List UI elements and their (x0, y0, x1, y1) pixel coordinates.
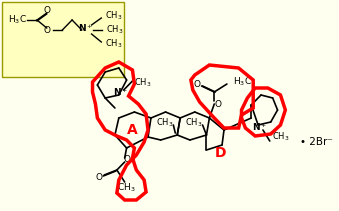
Text: CH$_3$: CH$_3$ (134, 77, 152, 89)
Text: N$^+$: N$^+$ (113, 86, 128, 98)
Text: O: O (96, 173, 103, 181)
Text: N$^+$: N$^+$ (252, 121, 268, 133)
Text: D: D (214, 146, 226, 160)
Text: CH$_3$: CH$_3$ (272, 131, 289, 143)
Text: O: O (123, 156, 130, 165)
Text: • 2Br⁻: • 2Br⁻ (300, 137, 333, 147)
Text: CH$_3$: CH$_3$ (105, 38, 123, 50)
Text: N$^+$: N$^+$ (78, 22, 94, 34)
Text: O: O (43, 5, 50, 15)
Text: O: O (43, 26, 50, 35)
Text: CH$_3$: CH$_3$ (185, 117, 203, 129)
Text: CH$_3$: CH$_3$ (106, 24, 124, 36)
FancyBboxPatch shape (2, 2, 124, 77)
Text: O: O (215, 100, 222, 108)
Text: A: A (127, 123, 138, 137)
Text: CH$_3$: CH$_3$ (105, 10, 123, 22)
Text: H$_3$C: H$_3$C (8, 14, 27, 26)
Text: H$_3$C: H$_3$C (233, 76, 252, 88)
Text: CH$_3$: CH$_3$ (117, 182, 136, 194)
Text: CH$_3$: CH$_3$ (156, 117, 173, 129)
Text: O: O (193, 80, 200, 88)
